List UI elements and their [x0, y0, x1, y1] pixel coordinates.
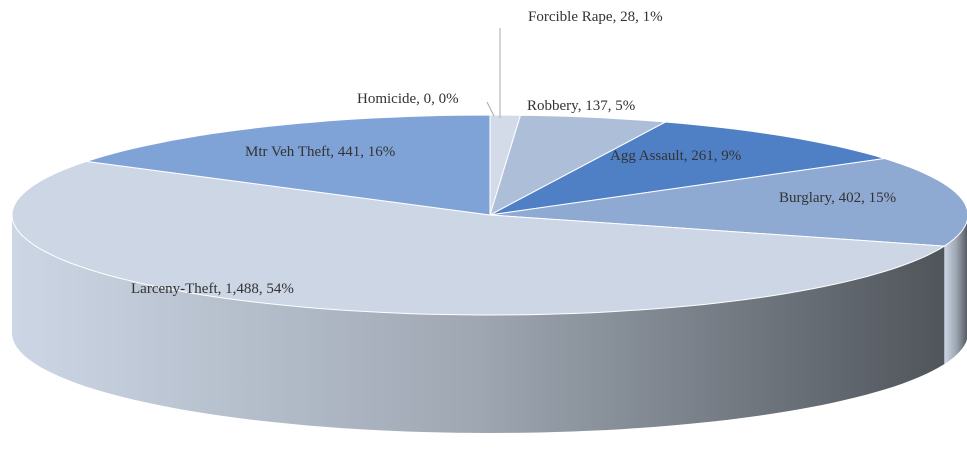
separator: ,	[330, 144, 338, 160]
category-name: Forcible Rape	[528, 9, 613, 25]
value-label: 0	[424, 91, 432, 107]
data-label: Homicide, 0, 0%	[357, 91, 459, 107]
slice	[86, 114, 491, 216]
percent-label: 1%	[643, 9, 663, 25]
value-label: 137	[585, 98, 608, 114]
percent-label: 5%	[615, 98, 635, 114]
separator: ,	[608, 98, 616, 114]
category-name: Larceny-Theft	[131, 281, 218, 297]
data-label: Forcible Rape, 28, 1%	[528, 9, 663, 25]
slice	[489, 121, 885, 216]
separator: ,	[831, 190, 839, 206]
data-label: Mtr Veh Theft, 441, 16%	[245, 144, 395, 160]
separator: ,	[218, 281, 226, 297]
value-label: 441	[338, 144, 361, 160]
separator: ,	[360, 144, 368, 160]
slice	[489, 114, 668, 217]
data-label: Robbery, 137, 5%	[527, 98, 635, 114]
value-label: 261	[691, 148, 714, 164]
category-name: Mtr Veh Theft	[245, 144, 331, 160]
separator: ,	[635, 9, 643, 25]
separator: ,	[613, 9, 621, 25]
separator: ,	[714, 148, 722, 164]
slice-side	[944, 221, 967, 365]
slice-side	[12, 215, 945, 433]
slice	[11, 160, 946, 316]
value-label: 1,488	[225, 281, 259, 297]
leader-line	[486, 101, 495, 117]
percent-label: 9%	[721, 148, 741, 164]
category-name: Robbery	[527, 98, 579, 114]
separator: ,	[416, 91, 424, 107]
data-label: Burglary, 402, 15%	[779, 190, 896, 206]
category-name: Agg Assault	[610, 148, 685, 164]
value-label: 402	[839, 190, 862, 206]
percent-label: 16%	[368, 144, 396, 160]
percent-label: 0%	[439, 91, 459, 107]
data-label: Larceny-Theft, 1,488, 54%	[131, 281, 294, 297]
slice	[489, 157, 967, 247]
separator: ,	[861, 190, 869, 206]
separator: ,	[578, 98, 586, 114]
data-label: Agg Assault, 261, 9%	[610, 148, 741, 164]
category-name: Burglary	[779, 190, 833, 206]
category-name: Homicide	[357, 91, 416, 107]
percent-label: 15%	[869, 190, 897, 206]
separator: ,	[259, 281, 267, 297]
separator: ,	[684, 148, 692, 164]
value-label: 28	[620, 9, 635, 25]
separator: ,	[431, 91, 439, 107]
percent-label: 54%	[266, 281, 294, 297]
